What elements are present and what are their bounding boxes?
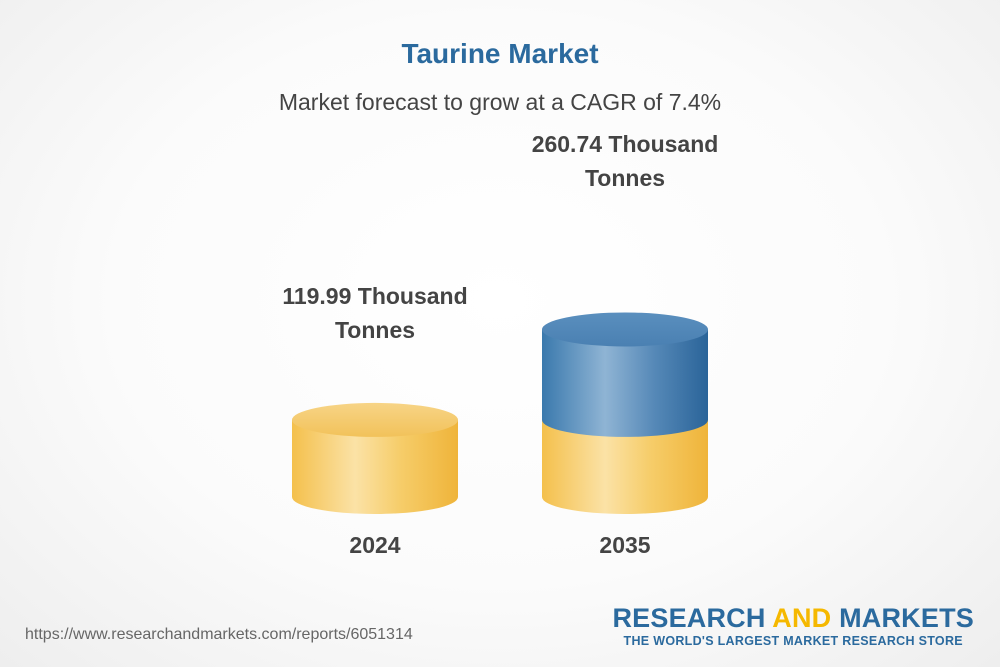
x-tick-2024: 2024 — [349, 532, 401, 558]
source-url[interactable]: https://www.researchandmarkets.com/repor… — [25, 626, 413, 643]
brand-tagline: THE WORLD'S LARGEST MARKET RESEARCH STOR… — [623, 634, 963, 648]
brand-name-markets: MARKETS — [839, 603, 974, 633]
value-label-2024-line1: 119.99 Thousand — [282, 283, 468, 309]
x-tick-2035: 2035 — [599, 532, 651, 558]
value-label-2035-line2: Tonnes — [584, 165, 666, 191]
brand-name: RESEARCH AND MARKETS — [612, 603, 974, 633]
chart-subtitle: Market forecast to grow at a CAGR of 7.4… — [278, 89, 722, 115]
brand-name-and: AND — [772, 603, 832, 633]
bar-2035-base — [542, 419, 708, 514]
value-label-2024-line2: Tonnes — [334, 317, 416, 343]
value-label-2035-line1: 260.74 Thousand — [531, 131, 719, 157]
bar-2035-growth — [542, 312, 708, 437]
bar-2024 — [292, 402, 458, 514]
brand-name-research: RESEARCH — [612, 603, 766, 633]
brand-logo: RESEARCH AND MARKETS THE WORLD'S LARGEST… — [612, 603, 974, 648]
value-label-2024: 119.99 Thousand Tonnes — [245, 279, 505, 347]
chart-title: Taurine Market — [401, 38, 599, 69]
value-label-2035: 260.74 Thousand Tonnes — [495, 127, 755, 195]
